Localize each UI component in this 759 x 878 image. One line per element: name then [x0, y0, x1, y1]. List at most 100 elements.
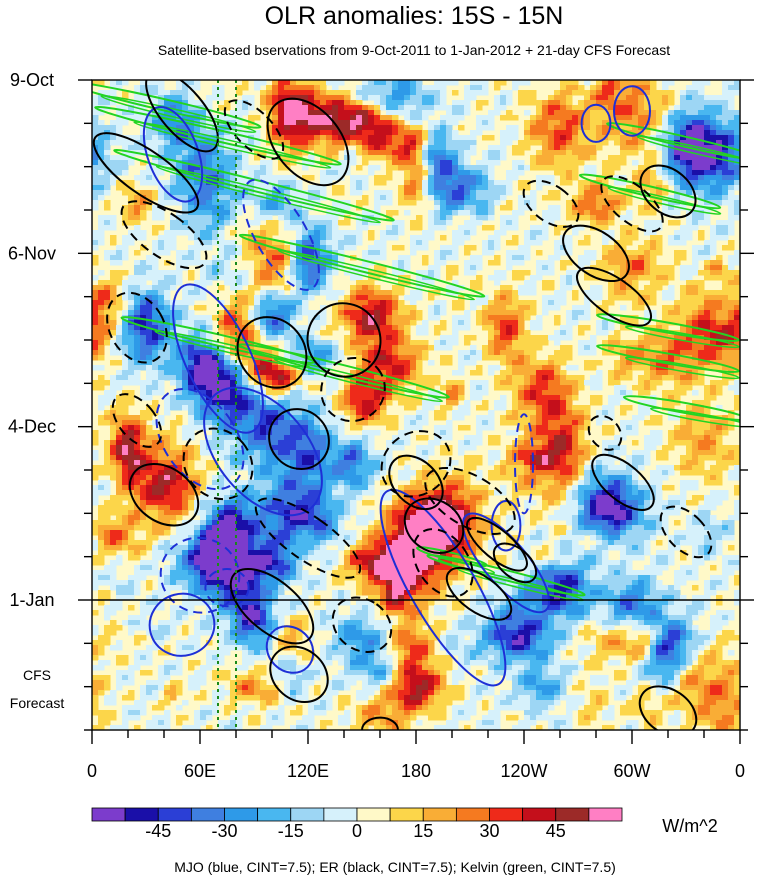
field-cell	[410, 235, 417, 241]
field-cell	[260, 170, 267, 176]
field-cell	[428, 360, 435, 366]
field-cell	[548, 305, 555, 311]
field-cell	[290, 275, 297, 281]
field-cell	[626, 150, 633, 156]
field-cell	[566, 285, 573, 291]
field-cell	[536, 165, 543, 171]
field-cell	[158, 85, 165, 91]
field-cell	[224, 250, 231, 256]
field-cell	[560, 290, 567, 296]
field-cell	[608, 300, 615, 306]
field-cell	[266, 165, 273, 171]
field-cell	[482, 310, 489, 316]
field-cell	[602, 260, 609, 266]
field-cell	[614, 130, 621, 136]
field-cell	[338, 120, 345, 126]
field-cell	[308, 80, 315, 86]
field-cell	[248, 235, 255, 241]
field-cell	[164, 235, 171, 241]
field-cell	[584, 120, 591, 126]
field-cell	[410, 315, 417, 321]
field-cell	[452, 300, 459, 306]
field-cell	[662, 135, 669, 141]
field-cell	[146, 120, 153, 126]
field-cell	[698, 200, 705, 206]
field-cell	[446, 255, 453, 261]
field-cell	[182, 365, 189, 371]
field-cell	[110, 315, 117, 321]
field-cell	[254, 155, 261, 161]
field-cell	[212, 165, 219, 171]
field-cell	[380, 330, 387, 336]
field-cell	[452, 110, 459, 116]
field-cell	[458, 155, 465, 161]
field-cell	[236, 110, 243, 116]
field-cell	[548, 175, 555, 181]
field-cell	[398, 260, 405, 266]
field-cell	[314, 350, 321, 356]
field-cell	[200, 240, 207, 246]
field-cell	[596, 135, 603, 141]
field-cell	[470, 355, 477, 361]
field-cell	[440, 140, 447, 146]
field-cell	[98, 185, 105, 191]
field-cell	[506, 320, 513, 326]
field-cell	[548, 155, 555, 161]
field-cell	[416, 140, 423, 146]
field-cell	[734, 130, 740, 136]
field-cell	[206, 240, 213, 246]
field-cell	[122, 150, 129, 156]
field-cell	[176, 270, 183, 276]
field-cell	[662, 275, 669, 281]
field-cell	[494, 320, 501, 326]
field-cell	[452, 165, 459, 171]
field-cell	[212, 205, 219, 211]
field-cell	[254, 220, 261, 226]
field-cell	[464, 150, 471, 156]
field-cell	[344, 325, 351, 331]
field-cell	[464, 190, 471, 196]
field-cell	[272, 110, 279, 116]
field-cell	[614, 205, 621, 211]
field-cell	[716, 300, 723, 306]
field-cell	[272, 280, 279, 286]
field-cell	[254, 375, 261, 381]
field-cell	[566, 90, 573, 96]
field-cell	[518, 145, 525, 151]
field-cell	[314, 225, 321, 231]
field-cell	[284, 340, 291, 346]
field-cell	[488, 160, 495, 166]
field-cell	[536, 370, 543, 376]
field-cell	[200, 210, 207, 216]
field-cell	[140, 335, 147, 341]
field-cell	[446, 195, 453, 201]
field-cell	[158, 185, 165, 191]
field-cell	[212, 360, 219, 366]
field-cell	[284, 335, 291, 341]
field-cell	[452, 340, 459, 346]
field-cell	[338, 235, 345, 241]
field-cell	[698, 280, 705, 286]
field-cell	[458, 175, 465, 181]
field-cell	[422, 180, 429, 186]
field-cell	[230, 295, 237, 301]
field-cell	[188, 190, 195, 196]
field-cell	[662, 185, 669, 191]
field-cell	[506, 175, 513, 181]
field-cell	[284, 325, 291, 331]
field-cell	[446, 175, 453, 181]
field-cell	[722, 185, 729, 191]
field-cell	[320, 175, 327, 181]
field-cell	[332, 170, 339, 176]
field-cell	[590, 205, 597, 211]
field-cell	[650, 170, 657, 176]
field-cell	[590, 210, 597, 216]
field-cell	[194, 360, 201, 366]
field-cell	[410, 340, 417, 346]
field-cell	[554, 95, 561, 101]
field-cell	[524, 345, 531, 351]
field-cell	[122, 140, 129, 146]
field-cell	[152, 205, 159, 211]
field-cell	[356, 225, 363, 231]
field-cell	[572, 270, 579, 276]
